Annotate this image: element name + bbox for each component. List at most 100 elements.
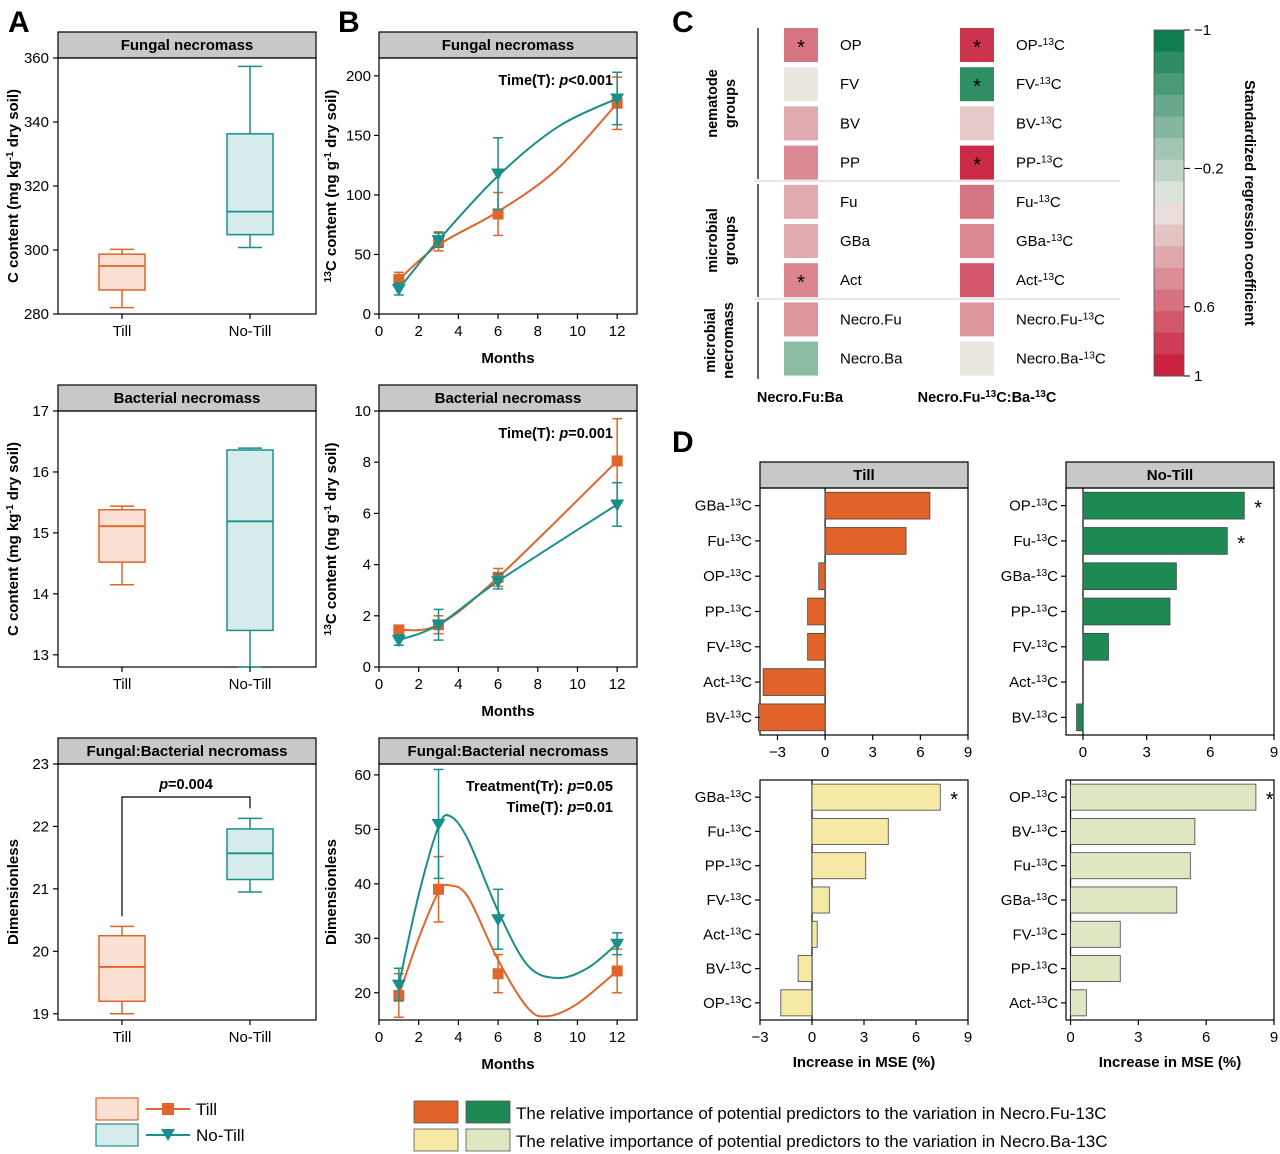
- legend-rf-till-fu-swatch: [413, 1100, 459, 1124]
- B3-annotation: Time(T): p=0.01: [506, 800, 613, 816]
- A2-box-notill-iqr: [226, 449, 274, 632]
- colorbar-segment: [1154, 181, 1184, 204]
- B2-xtick-label: 0: [375, 676, 383, 693]
- B2-annotation: Time(T): p=0.001: [498, 426, 613, 442]
- A1-plot-frame: [57, 57, 317, 315]
- B2-plot-frame: [378, 410, 638, 668]
- colorbar-segment: [1154, 203, 1184, 226]
- A1-header: [57, 31, 317, 59]
- colorbar-segment: [1154, 159, 1184, 182]
- D1-category-label: Act-13C: [703, 674, 752, 692]
- D1-bar: [824, 491, 931, 520]
- heatmap-row-label-0-7: Necro.Fu: [840, 311, 902, 328]
- D1-xtick-label: 0: [821, 744, 829, 761]
- B1-plot-frame: [378, 57, 638, 315]
- A2-box-till-iqr: [98, 508, 146, 563]
- D4-significance-star: *: [1266, 789, 1274, 811]
- B3-xtick-label: 6: [494, 1029, 502, 1046]
- D2-bar: [1082, 491, 1245, 520]
- panel-letter-d: D: [672, 426, 694, 459]
- B3-ytick-label: 60: [354, 767, 371, 784]
- D3-xtick-label: 0: [808, 1029, 816, 1046]
- heatmap-sig-1-1: *: [973, 76, 981, 98]
- colorbar-segment: [1154, 138, 1184, 161]
- B3-ylabel: Dimensionless: [323, 839, 340, 945]
- D3-bar: [811, 818, 889, 845]
- legend-fu-text: The relative importance of potential pre…: [516, 1104, 1107, 1123]
- A3-pvalue: p=0.004: [158, 777, 213, 793]
- B3-notill-point: [491, 914, 506, 927]
- D2-xtick-label: 6: [1206, 744, 1214, 761]
- A3-box-notill-iqr: [226, 828, 274, 881]
- D2-bar: [1082, 597, 1171, 626]
- heatmap-row-label-1-7: Necro.Fu-13C: [1016, 311, 1105, 329]
- A1-ylabel: C content (mg kg-1 dry soil): [5, 89, 23, 283]
- D3-bar: [797, 955, 813, 982]
- D1-plot-frame: [759, 487, 969, 736]
- D4-category-label: FV-13C: [1012, 926, 1058, 944]
- A3-xtick-label: Till: [113, 1029, 132, 1046]
- D4-xtick-label: 9: [1270, 1029, 1278, 1046]
- heatmap-row-label-1-4: Fu-13C: [1016, 193, 1061, 211]
- heatmap-row-label-1-3: PP-13C: [1016, 154, 1063, 172]
- B2-ytick-label: 10: [354, 403, 371, 420]
- heatmap-cell-1-4: [960, 184, 994, 219]
- A2-ytick-label: 17: [32, 403, 49, 420]
- D3-xtick-label: −3: [751, 1029, 768, 1046]
- B3-till-fit-line: [397, 883, 618, 1018]
- panel-a-ratio-chart: Fungal:Bacterial necromass 19 20 21 22 23 Dime…: [5, 737, 317, 1046]
- A3-box-till-iqr: [98, 934, 146, 1003]
- A1-ytick-label: 320: [24, 178, 49, 195]
- B3-xlabel: Months: [481, 1056, 534, 1073]
- heatmap-sig-0-6: *: [797, 272, 805, 294]
- B2-ytick-label: 8: [363, 454, 371, 471]
- A2-xtick-label: Till: [113, 676, 132, 693]
- D2-xtick-label: 9: [1270, 744, 1278, 761]
- B1-ytick-label: 0: [363, 306, 371, 323]
- A2-ytick-label: 15: [32, 525, 49, 542]
- colorbar-tick-label: 1: [1194, 368, 1202, 385]
- heatmap-column-title-0: Necro.Fu:Ba: [757, 390, 844, 406]
- colorbar-segment: [1154, 267, 1184, 290]
- legend-notill-label: No-Till: [196, 1126, 244, 1145]
- B2-title: Bacterial necromass: [435, 390, 582, 407]
- B2-till-fit-line: [398, 460, 618, 632]
- B2-ytick-label: 4: [363, 557, 371, 574]
- A1-xtick-label: No-Till: [229, 323, 272, 340]
- heatmap-row-label-1-2: BV-13C: [1016, 115, 1063, 133]
- A3-significance-bracket: [121, 796, 251, 917]
- A1-ytick-label: 360: [24, 50, 49, 67]
- A3-ytick-label: 21: [32, 881, 49, 898]
- D1-category-label: PP-13C: [705, 603, 752, 621]
- heatmap-row-label-1-8: Necro.Ba-13C: [1016, 350, 1106, 368]
- heatmap-cell-0-7: [784, 302, 818, 337]
- colorbar-segment: [1154, 94, 1184, 117]
- A3-xtick-label: No-Till: [229, 1029, 272, 1046]
- B2-till-point: [611, 455, 623, 467]
- D2-significance-star: *: [1237, 533, 1245, 555]
- heatmap-sig-0-0: *: [797, 37, 805, 59]
- heatmap-row-label-1-1: FV-13C: [1016, 76, 1062, 94]
- heatmap-row-label-1-5: GBa-13C: [1016, 233, 1073, 251]
- D2-xtick-label: 3: [1142, 744, 1150, 761]
- B1-xtick-label: 0: [375, 323, 383, 340]
- colorbar-segment: [1154, 354, 1184, 377]
- A3-ytick-label: 22: [32, 818, 49, 835]
- colorbar-segment: [1154, 73, 1184, 96]
- D2-xtick-label: 0: [1079, 744, 1087, 761]
- D1-bar: [762, 668, 826, 696]
- D1-xtick-label: −3: [769, 744, 786, 761]
- B3-ytick-label: 50: [354, 821, 371, 838]
- B1-notill-point: [610, 93, 625, 106]
- D4-bar: [1070, 852, 1191, 880]
- B1-notill-point: [491, 168, 506, 181]
- D4-bar: [1070, 818, 1196, 845]
- D4-category-label: PP-13C: [1011, 960, 1058, 978]
- D2-header: [1065, 461, 1275, 489]
- panel-letter-a: A: [8, 6, 30, 39]
- B2-ytick-label: 6: [363, 505, 371, 522]
- B1-ylabel: 13C content (ng g-1 dry soil): [323, 90, 341, 283]
- D1-xtick-label: 6: [916, 744, 924, 761]
- A3-title: Fungal:Bacterial necromass: [87, 743, 288, 760]
